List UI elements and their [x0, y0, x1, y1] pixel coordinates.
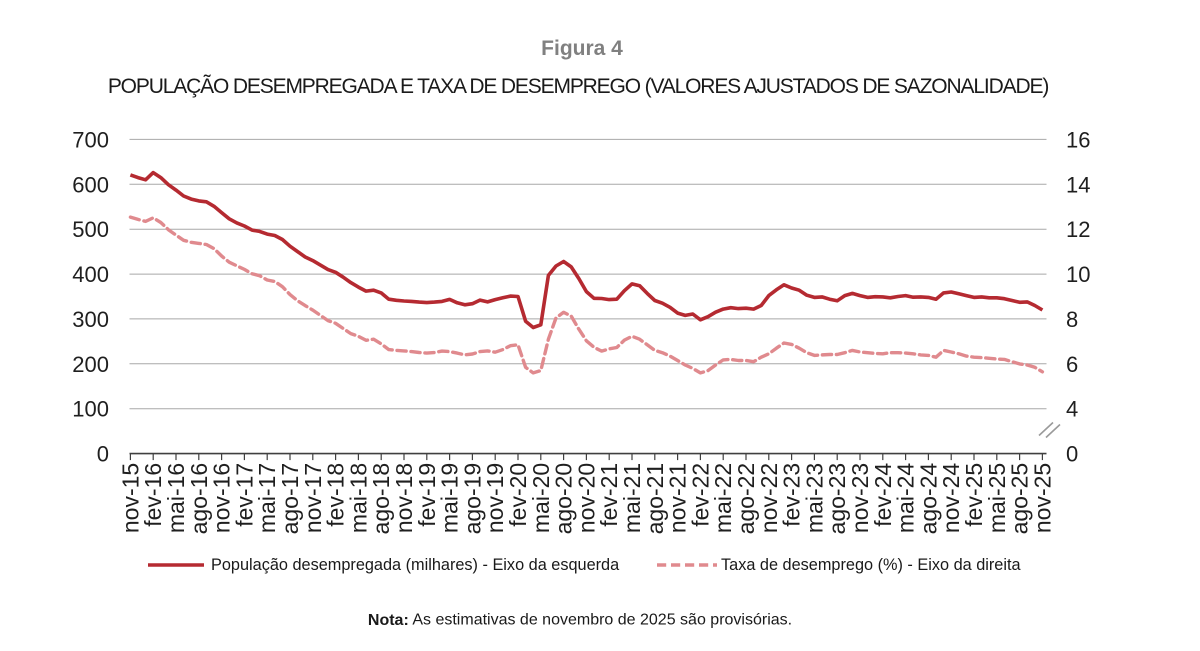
svg-text:mai-21: mai-21	[619, 463, 645, 533]
svg-text:0: 0	[1066, 442, 1078, 467]
svg-text:fev-19: fev-19	[414, 463, 440, 527]
svg-text:mai-19: mai-19	[437, 463, 463, 533]
svg-text:nov-15: nov-15	[117, 463, 143, 533]
svg-text:300: 300	[72, 307, 109, 332]
svg-text:fev-16: fev-16	[140, 463, 166, 527]
svg-text:500: 500	[72, 217, 109, 242]
svg-text:ago-19: ago-19	[459, 463, 485, 535]
svg-text:8: 8	[1066, 307, 1078, 332]
svg-text:Nota: As estimativas de novemb: Nota: As estimativas de novembro de 2025…	[368, 612, 792, 629]
svg-text:Figura 4: Figura 4	[541, 37, 623, 60]
svg-text:fev-17: fev-17	[231, 463, 257, 527]
svg-text:fev-18: fev-18	[323, 463, 349, 527]
svg-text:mai-22: mai-22	[710, 463, 736, 533]
svg-text:0: 0	[97, 442, 109, 467]
svg-text:nov-16: nov-16	[209, 463, 235, 533]
svg-text:mai-17: mai-17	[254, 463, 280, 533]
svg-text:4: 4	[1066, 397, 1078, 422]
svg-text:nov-25: nov-25	[1029, 463, 1055, 533]
svg-text:12: 12	[1066, 217, 1090, 242]
svg-text:fev-21: fev-21	[596, 463, 622, 527]
svg-text:fev-22: fev-22	[687, 463, 713, 527]
svg-text:mai-18: mai-18	[345, 463, 371, 533]
svg-text:fev-20: fev-20	[505, 463, 531, 527]
svg-text:400: 400	[72, 262, 109, 287]
svg-text:nov-21: nov-21	[665, 463, 691, 533]
svg-text:16: 16	[1066, 127, 1090, 152]
svg-text:nov-20: nov-20	[573, 463, 599, 533]
svg-text:14: 14	[1066, 172, 1090, 197]
svg-text:ago-16: ago-16	[186, 463, 212, 535]
svg-text:nov-24: nov-24	[938, 463, 964, 534]
svg-text:mai-25: mai-25	[984, 463, 1010, 533]
svg-text:nov-23: nov-23	[847, 463, 873, 533]
svg-text:fev-24: fev-24	[870, 463, 896, 527]
svg-text:ago-20: ago-20	[551, 463, 577, 535]
svg-text:ago-22: ago-22	[733, 463, 759, 535]
svg-text:ago-18: ago-18	[368, 463, 394, 535]
svg-text:6: 6	[1066, 352, 1078, 377]
svg-text:nov-19: nov-19	[482, 463, 508, 533]
svg-text:População desempregada (milhar: População desempregada (milhares) - Eixo…	[211, 556, 620, 574]
svg-text:ago-25: ago-25	[1007, 463, 1033, 535]
svg-text:nov-18: nov-18	[391, 463, 417, 533]
svg-text:mai-20: mai-20	[528, 463, 554, 533]
svg-text:POPULAÇÃO DESEMPREGADA E TAXA: POPULAÇÃO DESEMPREGADA E TAXA DE DESEMPR…	[108, 74, 1049, 98]
svg-text:200: 200	[72, 352, 109, 377]
svg-text:mai-24: mai-24	[893, 463, 919, 534]
svg-text:700: 700	[72, 127, 109, 152]
svg-text:100: 100	[72, 397, 109, 422]
svg-text:10: 10	[1066, 262, 1090, 287]
svg-text:Taxa de desemprego (%) - Eixo: Taxa de desemprego (%) - Eixo da direita	[721, 556, 1021, 574]
svg-text:ago-17: ago-17	[277, 463, 303, 535]
svg-text:nov-22: nov-22	[756, 463, 782, 533]
svg-text:mai-23: mai-23	[801, 463, 827, 533]
svg-text:nov-17: nov-17	[300, 463, 326, 533]
svg-text:ago-23: ago-23	[824, 463, 850, 535]
svg-text:ago-24: ago-24	[915, 463, 941, 535]
svg-text:fev-25: fev-25	[961, 463, 987, 527]
svg-text:mai-16: mai-16	[163, 463, 189, 533]
svg-text:600: 600	[72, 172, 109, 197]
svg-text:fev-23: fev-23	[779, 463, 805, 527]
svg-text:ago-21: ago-21	[642, 463, 668, 535]
